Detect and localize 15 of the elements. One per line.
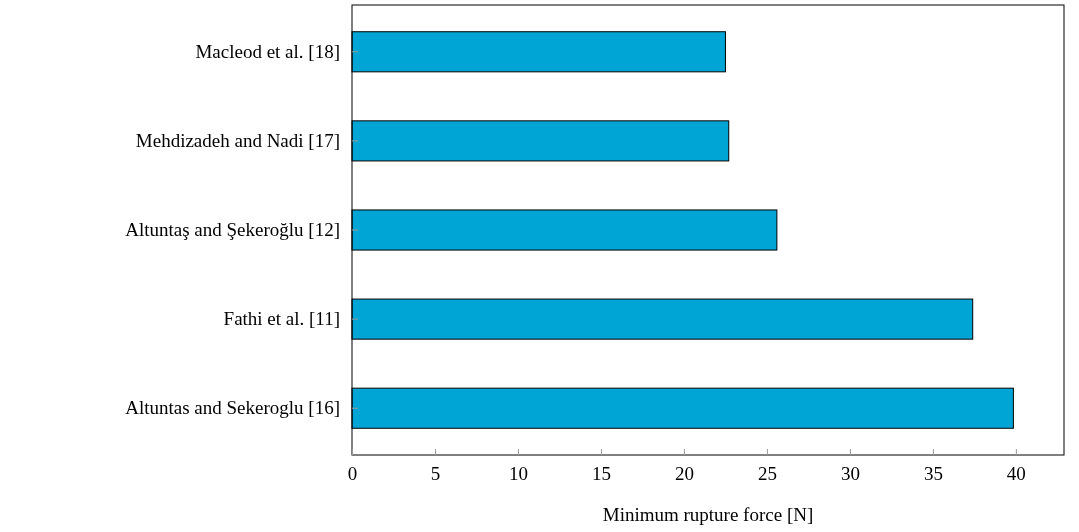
y-tick-label: Fathi et al. [11] [223, 308, 340, 330]
x-tick-label: 25 [757, 463, 777, 485]
x-tick-label: 0 [347, 463, 358, 485]
x-tick-label: 10 [508, 463, 528, 485]
y-tick-label: Mehdizadeh and Nadi [17] [135, 129, 340, 151]
y-tick-label: Altuntas and Sekeroglu [16] [125, 397, 340, 419]
x-tick-label: 40 [1006, 463, 1026, 485]
x-tick-label: 35 [923, 463, 943, 485]
y-tick-label: Altuntaş and Şekeroğlu [12] [125, 219, 340, 241]
x-tick-label: 15 [591, 463, 611, 485]
y-tick-label: Macleod et al. [18] [195, 40, 340, 62]
x-tick-label: 5 [430, 463, 441, 485]
x-tick-label: 20 [674, 463, 694, 485]
x-tick-label: 30 [840, 463, 860, 485]
x-axis-title: Minimum rupture force [N] [602, 504, 814, 525]
